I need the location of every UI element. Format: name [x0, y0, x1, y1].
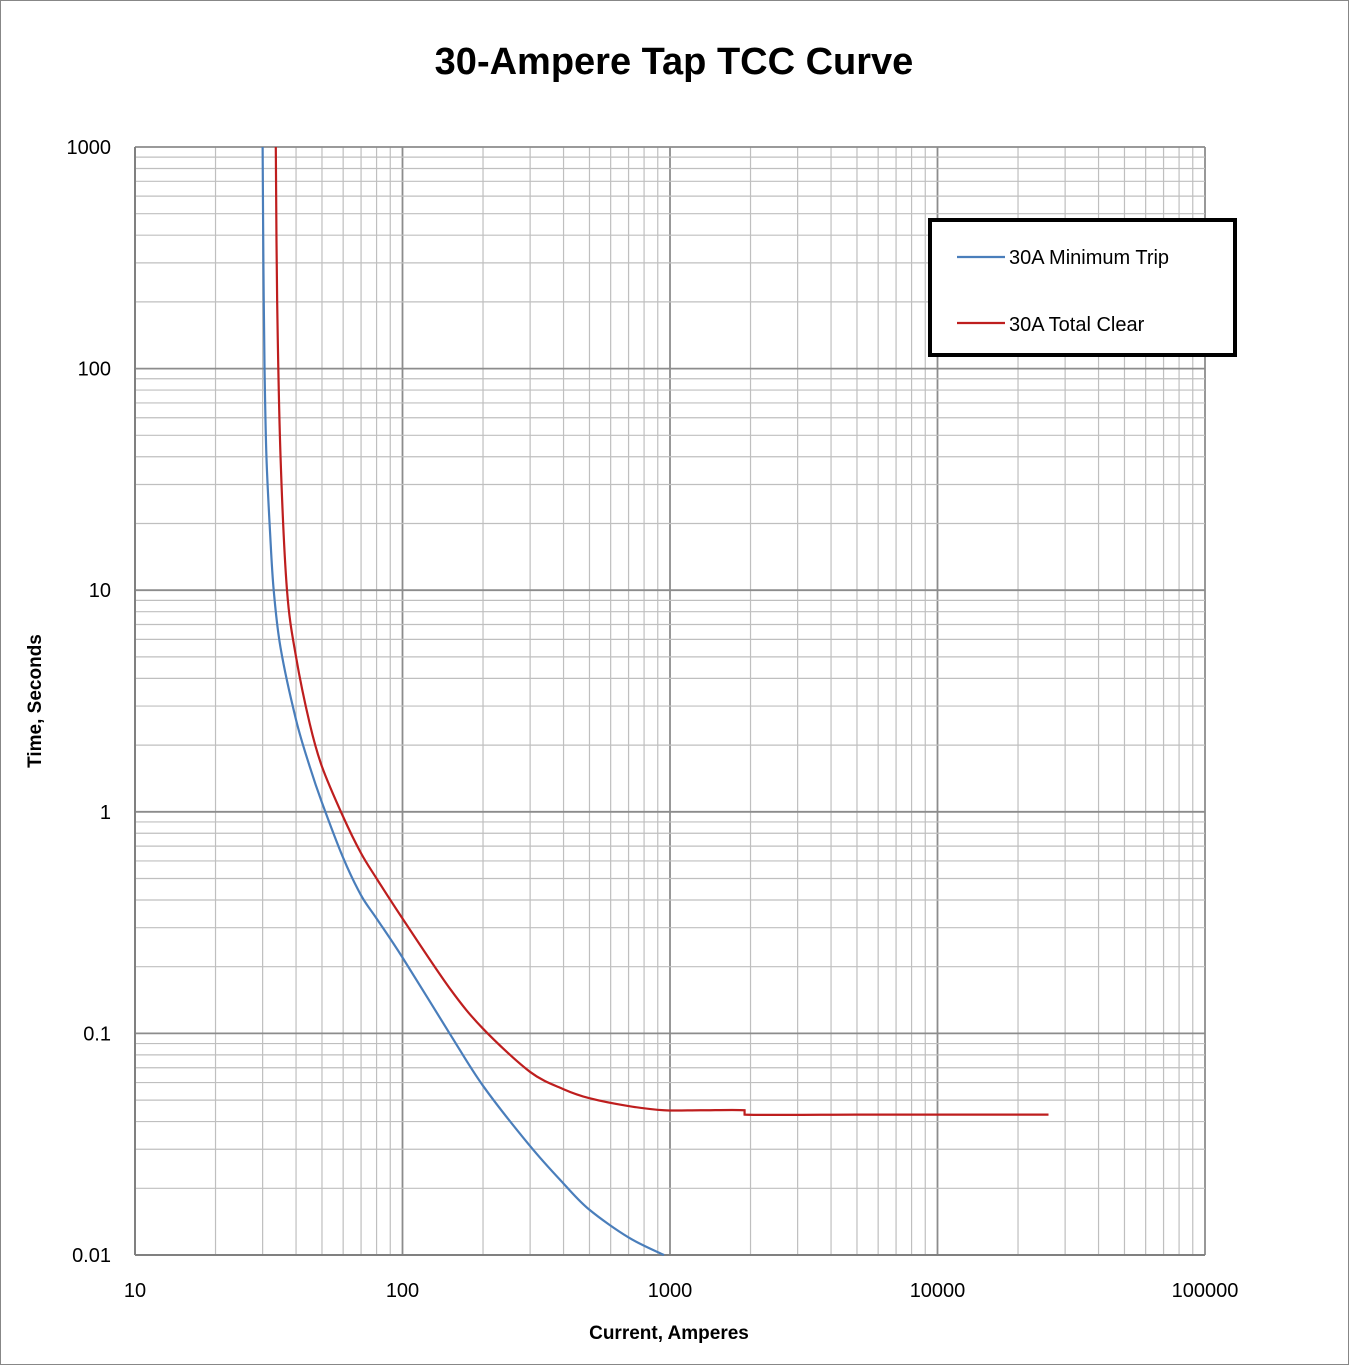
x-tick-label: 100000: [1172, 1280, 1239, 1302]
legend: 30A Minimum Trip 30A Total Clear: [928, 218, 1237, 357]
grid: [134, 146, 1206, 1256]
legend-label-total-clear: 30A Total Clear: [1009, 314, 1145, 336]
series-min-trip-line: [261, 146, 665, 1256]
series-total-clear-line: [274, 146, 1049, 1117]
chart-title: 30-Ampere Tap TCC Curve: [435, 41, 914, 83]
y-tick-label: 0.1: [83, 1023, 111, 1045]
y-axis-title: Time, Seconds: [25, 634, 46, 768]
x-tick-label: 100: [386, 1280, 419, 1302]
x-axis-title: Current, Amperes: [589, 1323, 749, 1344]
y-tick-label: 1: [100, 802, 111, 824]
y-tick-label: 100: [78, 359, 111, 381]
series-layer: [261, 146, 1049, 1256]
legend-box: [928, 218, 1237, 357]
legend-label-min-trip: 30A Minimum Trip: [1009, 247, 1169, 269]
y-tick-label: 1000: [67, 137, 112, 159]
x-tick-label: 1000: [648, 1280, 693, 1302]
y-tick-label: 10: [89, 580, 111, 602]
tick-labels: 10 100 1000 10000 100000 1000 100 10 1 0.1 0.01: [67, 137, 1239, 1302]
x-tick-label: 10000: [910, 1280, 966, 1302]
y-tick-label: 0.01: [72, 1245, 111, 1267]
x-tick-label: 10: [124, 1280, 146, 1302]
